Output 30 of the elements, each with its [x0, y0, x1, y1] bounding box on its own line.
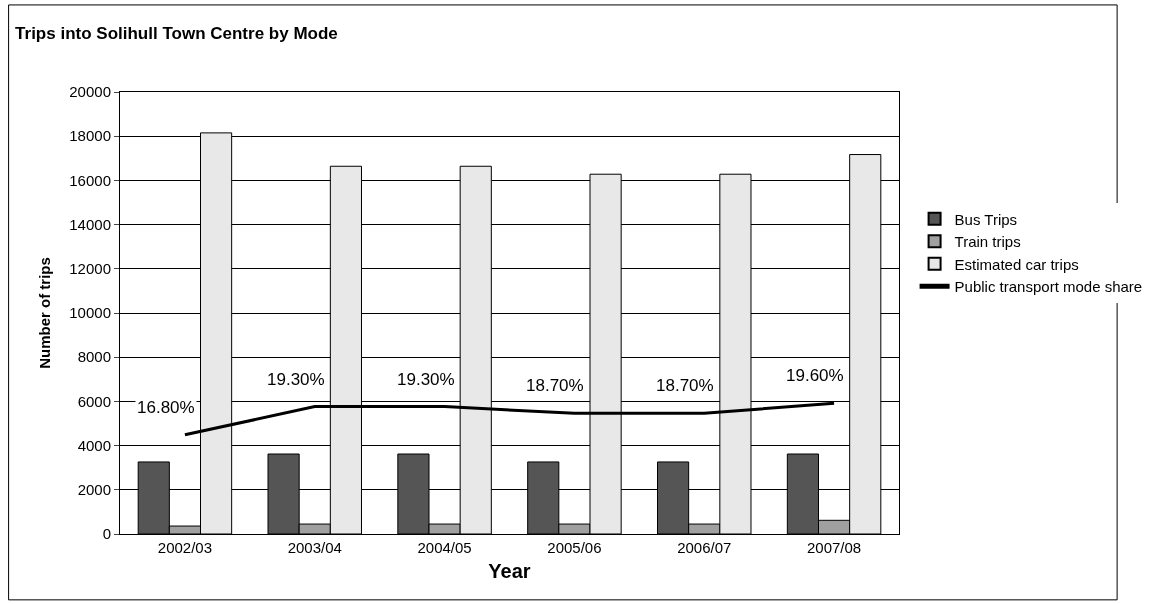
- y-tick-label: 10000: [69, 304, 111, 322]
- y-tick-label: 8000: [77, 348, 111, 366]
- y-tick-label: 12000: [69, 260, 111, 278]
- data-label: 19.30%: [267, 370, 325, 389]
- y-tick-label: 2000: [77, 481, 111, 499]
- data-label: 16.80%: [137, 398, 195, 417]
- x-tick-label: 2004/05: [417, 539, 472, 556]
- y-tick-label: 0: [102, 525, 111, 543]
- chart-title: Trips into Solihull Town Centre by Mode: [15, 24, 338, 44]
- data-label: 18.70%: [526, 376, 584, 395]
- x-tick-label: 2007/08: [806, 539, 862, 556]
- x-tick-label: 2002/03: [157, 539, 213, 556]
- y-tick-label: 20000: [69, 83, 111, 101]
- legend-label: Public transport mode share: [954, 278, 1143, 296]
- y-tick-label: 4000: [77, 436, 111, 454]
- y-axis-title: Number of trips: [35, 257, 53, 369]
- x-tick-label: 2005/06: [547, 539, 602, 556]
- y-tick-label: 16000: [69, 171, 111, 189]
- y-tick-label: 18000: [69, 127, 111, 145]
- y-tick-label: 6000: [77, 392, 111, 410]
- y-tick-label: 14000: [69, 215, 111, 233]
- x-tick-label: 2006/07: [677, 539, 732, 556]
- data-label: 19.30%: [397, 370, 455, 389]
- data-label: 18.70%: [656, 376, 714, 395]
- data-label: 19.60%: [786, 366, 844, 385]
- legend-label: Bus Trips: [954, 210, 1018, 228]
- legend-label: Estimated car trips: [954, 255, 1079, 273]
- x-axis-title: Year: [488, 559, 531, 582]
- legend-label: Train trips: [954, 233, 1021, 251]
- x-tick-label: 2003/04: [287, 539, 342, 556]
